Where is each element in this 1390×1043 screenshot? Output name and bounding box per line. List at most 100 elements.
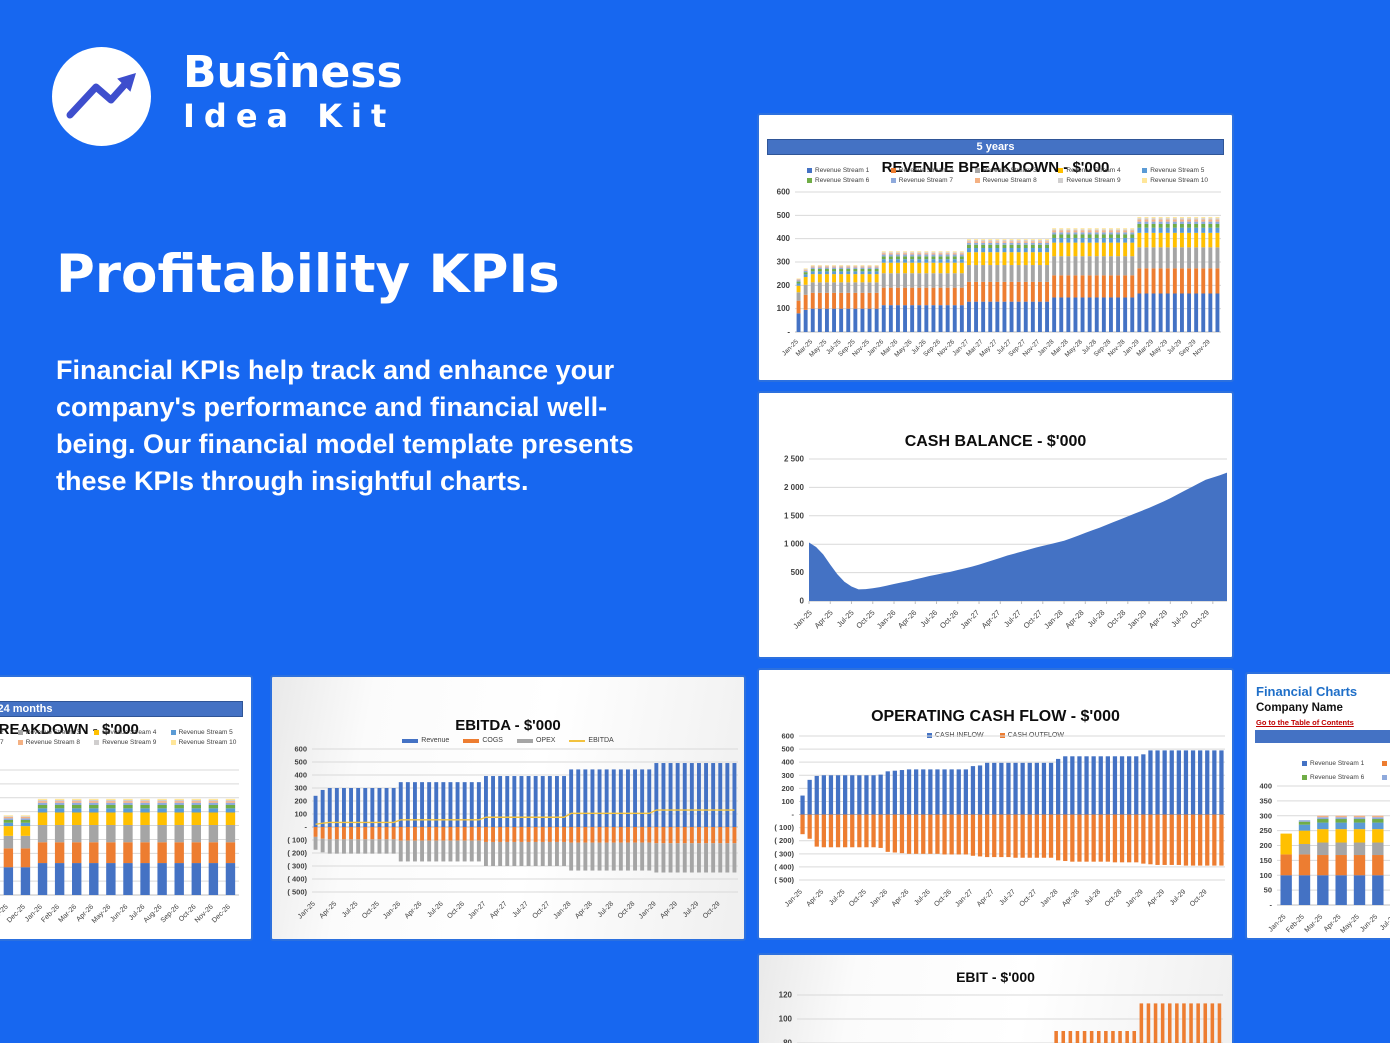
svg-text:Jul-25: Jul-25 xyxy=(835,608,856,629)
svg-text:100: 100 xyxy=(777,304,791,313)
svg-text:100: 100 xyxy=(779,1015,793,1024)
svg-text:Apr-29: Apr-29 xyxy=(659,900,679,920)
revenue-breakdown-12m-chart: 400 350 300 250 200 150 100 50 - Jan-25Feb-25Mar-… xyxy=(1259,782,1390,935)
svg-text:Feb-25: Feb-25 xyxy=(1285,913,1306,934)
svg-text:Jan-25: Jan-25 xyxy=(297,900,317,920)
legend-swatch xyxy=(463,738,480,743)
svg-text:Sep-26: Sep-26 xyxy=(160,903,181,924)
legend-item: Revenue Stream 7 xyxy=(1382,774,1390,781)
svg-text:Jan-28: Jan-28 xyxy=(1039,888,1059,908)
svg-text:Apr-28: Apr-28 xyxy=(1061,888,1081,908)
svg-text:Apr-27: Apr-27 xyxy=(976,888,996,908)
legend-label: Revenue Stream 5 xyxy=(178,729,233,736)
legend-label: Revenue Stream 7 xyxy=(898,177,953,184)
svg-text:2 000: 2 000 xyxy=(784,483,805,492)
svg-text:Jul-28: Jul-28 xyxy=(597,900,616,919)
svg-text:50: 50 xyxy=(1264,886,1272,895)
chart-title: OPERATING CASH FLOW - $'000 xyxy=(871,708,1120,725)
legend-label: Revenue Stream 8 xyxy=(982,177,1037,184)
svg-text:( 300): ( 300) xyxy=(287,862,307,871)
legend-item: OPEX xyxy=(516,737,556,744)
svg-text:100: 100 xyxy=(294,810,307,819)
svg-text:Jul-26: Jul-26 xyxy=(426,900,445,919)
svg-text:Jan-28: Jan-28 xyxy=(552,900,572,920)
brand-wordmark: Busîness Idea Kit xyxy=(183,50,403,136)
svg-text:Jan-27: Jan-27 xyxy=(467,900,487,920)
legend-label: EBITDA xyxy=(588,737,614,744)
legend-item: Revenue Stream 4 xyxy=(94,729,170,736)
svg-text:Jul-25: Jul-25 xyxy=(341,900,360,919)
legend-label: Revenue Stream 3 xyxy=(982,167,1037,174)
svg-text:Apr-28: Apr-28 xyxy=(574,900,594,920)
svg-text:400: 400 xyxy=(777,234,791,243)
legend-item: Revenue Stream 2 xyxy=(1382,760,1390,767)
legend-swatch xyxy=(170,740,176,745)
legend-label: COGS xyxy=(482,737,503,744)
svg-text:Jan-27: Jan-27 xyxy=(959,608,982,631)
legend-item: Revenue Stream 9 xyxy=(1058,177,1142,184)
svg-text:( 200): ( 200) xyxy=(287,849,307,858)
legend-item: Revenue Stream 5 xyxy=(1142,167,1226,174)
svg-text:500: 500 xyxy=(781,745,794,754)
legend-swatch xyxy=(516,738,533,743)
svg-text:Apr-25: Apr-25 xyxy=(318,900,338,920)
svg-text:Apr-25: Apr-25 xyxy=(805,888,825,908)
svg-text:200: 200 xyxy=(781,784,794,793)
table-of-contents-link[interactable]: Go to the Table of Contents xyxy=(1256,718,1354,727)
legend-swatch xyxy=(1382,775,1387,780)
brand-line1: Busîness xyxy=(183,47,403,98)
legend-swatch xyxy=(402,738,419,743)
legend-item: Revenue Stream 3 xyxy=(974,167,1059,174)
svg-text:600: 600 xyxy=(781,732,794,741)
legend-item: Revenue Stream 10 xyxy=(170,739,247,746)
svg-text:Apr-26: Apr-26 xyxy=(891,888,911,908)
svg-text:Jul-27: Jul-27 xyxy=(999,888,1018,907)
revenue-breakdown-24m-chart: Jan-25Feb-25Mar-25Apr-25May-25Jun-25Jul-… xyxy=(0,769,239,925)
legend-item: EBITDA xyxy=(569,737,614,744)
legend-label: Revenue Stream 6 xyxy=(815,177,870,184)
legend-label: Revenue Stream 2 xyxy=(898,167,953,174)
svg-text:Jul-29: Jul-29 xyxy=(1169,608,1190,629)
legend-swatch xyxy=(94,740,100,745)
legend-label: Revenue Stream 4 xyxy=(102,729,157,736)
legend-label: Revenue Stream 2 xyxy=(0,729,4,736)
svg-text:( 400): ( 400) xyxy=(287,875,307,884)
legend-swatch xyxy=(974,168,980,173)
legend-item: Revenue Stream 6 xyxy=(807,177,891,184)
svg-text:Dec-26: Dec-26 xyxy=(211,903,232,924)
svg-text:Jul-25: Jul-25 xyxy=(1379,913,1390,932)
legend-swatch xyxy=(94,730,100,735)
svg-text:May-26: May-26 xyxy=(91,903,113,925)
svg-text:( 500): ( 500) xyxy=(774,876,794,885)
legend-label: Revenue Stream 7 xyxy=(0,739,4,746)
legend-swatch xyxy=(569,739,586,742)
svg-text:Jan-29: Jan-29 xyxy=(1125,888,1145,908)
svg-text:Jan-25: Jan-25 xyxy=(791,608,814,631)
svg-text:-: - xyxy=(792,810,795,819)
legend-label: OPEX xyxy=(535,737,556,744)
svg-text:Jul-28: Jul-28 xyxy=(1086,608,1107,629)
period-tab-5-years: 5 years xyxy=(767,139,1224,155)
svg-text:600: 600 xyxy=(777,188,791,197)
svg-text:200: 200 xyxy=(294,797,307,806)
legend-label: Revenue Stream 1 xyxy=(1310,760,1365,767)
legend-label: Revenue Stream 9 xyxy=(1066,177,1121,184)
legend-item: Revenue Stream 2 xyxy=(890,167,975,174)
legend-label: Revenue Stream 4 xyxy=(1066,167,1121,174)
svg-text:500: 500 xyxy=(294,758,307,767)
legend-swatch xyxy=(170,730,176,735)
svg-text:Apr-28: Apr-28 xyxy=(1063,608,1085,630)
svg-text:Oct-29: Oct-29 xyxy=(702,900,722,920)
svg-text:200: 200 xyxy=(1259,841,1272,850)
chart-title: REVENUE BREAKDOWN - $'000 xyxy=(881,159,1110,176)
svg-text:Oct-27: Oct-27 xyxy=(1018,888,1038,908)
legend-swatch xyxy=(974,178,980,183)
svg-text:Oct-27: Oct-27 xyxy=(531,900,551,920)
svg-text:Jul-27: Jul-27 xyxy=(1002,608,1023,629)
svg-text:Apr-29: Apr-29 xyxy=(1146,888,1166,908)
svg-text:Jul-28: Jul-28 xyxy=(1084,888,1103,907)
svg-text:300: 300 xyxy=(777,258,791,267)
legend-swatch xyxy=(807,168,812,173)
svg-text:Jul-26: Jul-26 xyxy=(913,888,932,907)
